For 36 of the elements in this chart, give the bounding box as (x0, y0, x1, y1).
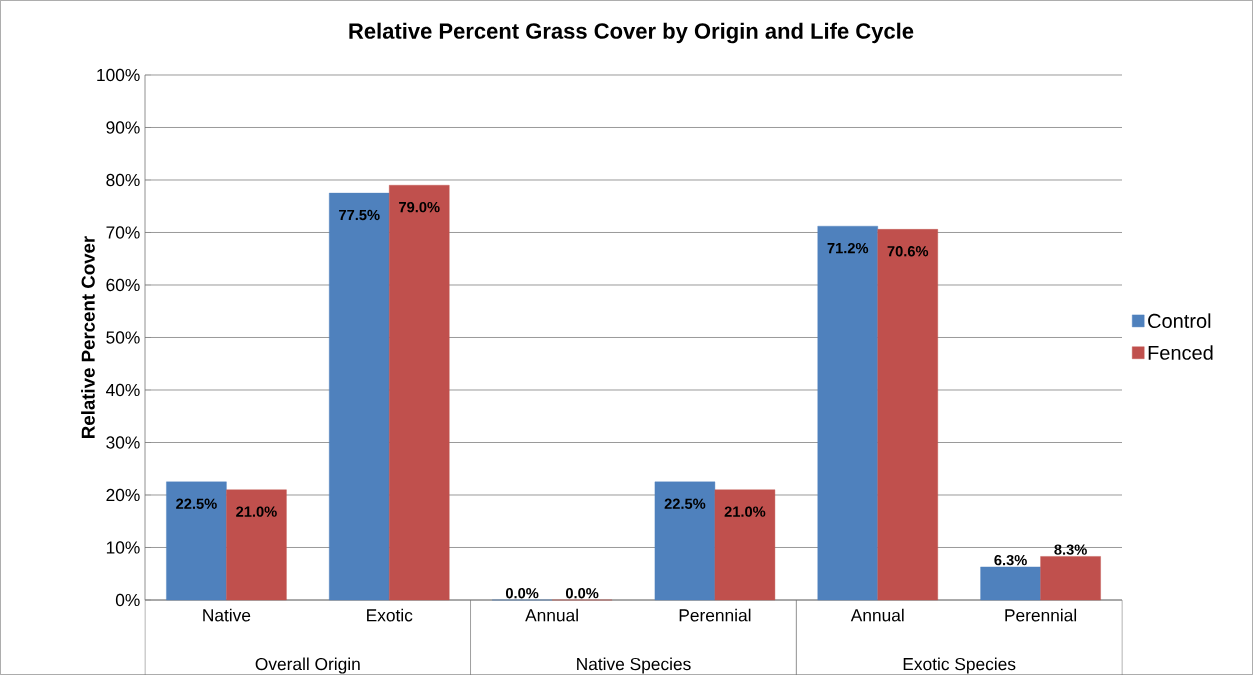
text: Exotic Species (903, 657, 1016, 674)
text: Overall Origin (255, 657, 360, 674)
data-label: 22.5% (664, 498, 706, 509)
data-label: 79.0% (399, 201, 440, 213)
data-label: 22.5% (176, 498, 217, 509)
y-tick-label: 60% (106, 278, 140, 292)
y-tick-label: 50% (106, 331, 140, 344)
y-tick-label: 100% (97, 68, 140, 82)
y-tick-label: 90% (106, 121, 140, 134)
x-tick-label: Native (203, 608, 251, 622)
x-tick-label: Annual (850, 608, 904, 622)
data-label: 0.0% (505, 588, 539, 599)
legend-label: Control (1148, 313, 1211, 329)
data-label: 77.5% (339, 209, 380, 221)
data-label: 0.0% (565, 588, 599, 599)
x-tick-label: Annual (525, 608, 578, 622)
data-label: 21.0% (236, 506, 277, 517)
legend-label: Fenced (1148, 345, 1213, 360)
y-tick-label: 10% (106, 541, 140, 554)
y-tick-label: 0% (115, 593, 140, 607)
y-tick-label: 20% (106, 488, 140, 502)
x-tick-label: Perennial (679, 608, 751, 622)
y-tick-label: 80% (106, 173, 140, 187)
y-axis-title: Relative Percent Cover (81, 236, 95, 438)
data-label: 6.3% (994, 554, 1027, 566)
y-tick-label: 40% (106, 383, 140, 397)
data-label: 21.0% (724, 506, 766, 517)
data-label: 8.3% (1054, 544, 1087, 555)
data-label: 71.2% (827, 242, 869, 254)
chart-title: Relative Percent Grass Cover by Origin and Life Cycle (349, 22, 914, 44)
y-tick-label: 30% (106, 436, 140, 449)
x-tick-label: Perennial (1005, 608, 1077, 622)
x-tick-label: Exotic (367, 608, 413, 622)
y-tick-label: 70% (106, 226, 140, 239)
text: Native Species (577, 657, 691, 674)
data-label: 70.6% (887, 246, 929, 257)
